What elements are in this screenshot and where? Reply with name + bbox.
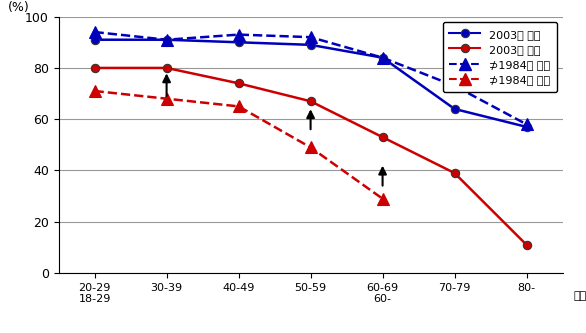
- Text: （年齢グループ）: （年齢グループ）: [573, 291, 586, 301]
- ⊅1984： 男性: [379, 56, 386, 60]
- 2003： 男性: [163, 38, 170, 42]
- Text: (%): (%): [8, 1, 30, 14]
- Line: ⊅1984： 女性: ⊅1984： 女性: [88, 85, 389, 205]
- 2003： 女性: [91, 66, 98, 70]
- 2003： 男性: [235, 40, 242, 44]
- ⊅1984： 男性: [451, 84, 458, 88]
- 2003： 男性: [307, 43, 314, 47]
- ⊅1984： 男性: [307, 35, 314, 39]
- ⊅1984： 女性: [379, 197, 386, 201]
- 2003： 男性: [91, 38, 98, 42]
- Line: 2003： 男性: 2003： 男性: [90, 36, 531, 131]
- Legend: 2003： 男性, 2003： 女性, ⊅1984： 男性, ⊅1984： 女性: 2003： 男性, 2003： 女性, ⊅1984： 男性, ⊅1984： 女性: [442, 22, 557, 92]
- 2003： 女性: [379, 135, 386, 139]
- ⊅1984： 女性: [307, 146, 314, 150]
- 2003： 女性: [163, 66, 170, 70]
- 2003： 女性: [307, 99, 314, 103]
- 2003： 男性: [379, 56, 386, 60]
- ⊅1984： 女性: [163, 97, 170, 101]
- 2003： 女性: [523, 243, 530, 247]
- Line: 2003： 女性: 2003： 女性: [90, 64, 531, 249]
- ⊅1984： 女性: [91, 89, 98, 93]
- 2003： 女性: [235, 81, 242, 85]
- 2003： 女性: [451, 171, 458, 175]
- ⊅1984： 男性: [163, 38, 170, 42]
- Line: ⊅1984： 男性: ⊅1984： 男性: [88, 26, 533, 131]
- ⊅1984： 男性: [523, 122, 530, 126]
- ⊅1984： 男性: [235, 33, 242, 37]
- 2003： 男性: [451, 107, 458, 111]
- ⊅1984： 男性: [91, 30, 98, 34]
- ⊅1984： 女性: [235, 105, 242, 109]
- 2003： 男性: [523, 125, 530, 129]
